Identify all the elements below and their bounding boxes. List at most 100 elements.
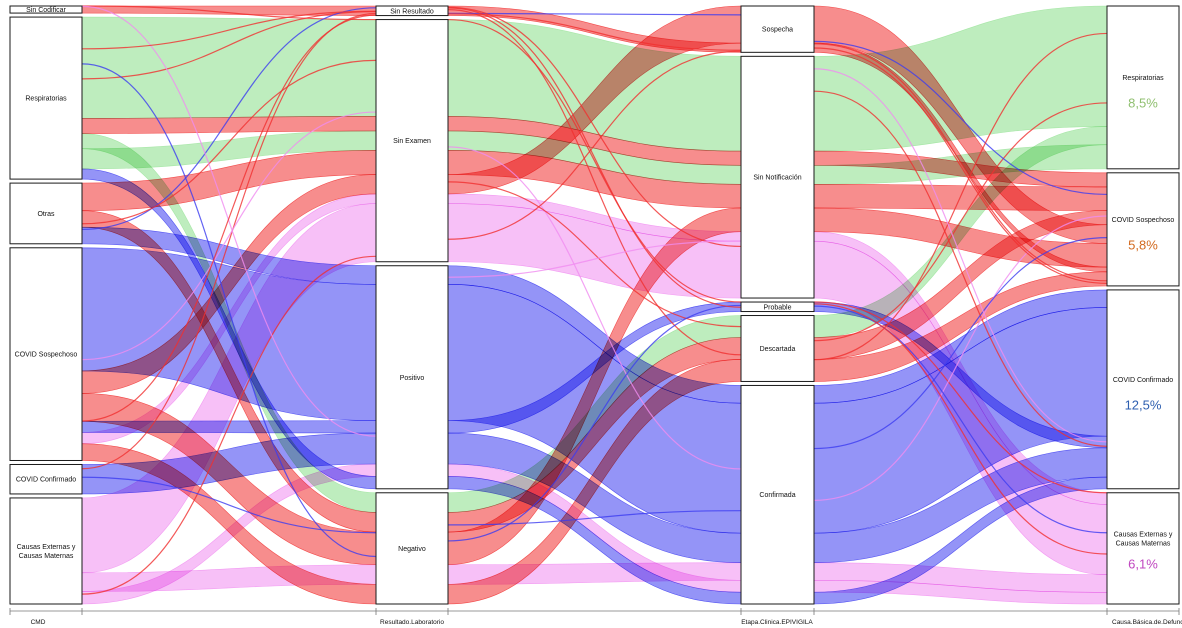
node-label: Respiratorias xyxy=(25,96,67,103)
flow-strand-4-1 xyxy=(447,146,742,470)
flow-strand-0-2 xyxy=(813,301,1108,494)
flow-strand-9-1 xyxy=(447,304,742,542)
flow-strand-11-2 xyxy=(813,303,1108,555)
flow-strand-9-0 xyxy=(81,476,377,534)
flow-bands xyxy=(81,5,1108,605)
flow-strand-9-2 xyxy=(813,305,1108,534)
node-cmd-1: Respiratorias xyxy=(9,16,83,180)
node-box xyxy=(740,55,815,299)
flow-strand-3-0 xyxy=(81,12,377,470)
axis-label-3: Causa.Básica.de.Defunción xyxy=(1112,619,1182,626)
flow-band-0-0 xyxy=(81,16,377,119)
node-label: Sin Codificar xyxy=(26,7,66,14)
flow-strand-1-0 xyxy=(81,11,377,80)
flow-strand-6-2 xyxy=(813,237,1108,450)
node-lab-3: Negativo xyxy=(375,492,449,605)
flow-strand-5-1 xyxy=(447,50,742,240)
node-causa-1: COVID Sospechoso 5,8% xyxy=(1106,172,1180,287)
node-box xyxy=(375,5,449,17)
node-label: Otras xyxy=(37,211,55,218)
node-box xyxy=(9,463,83,495)
flow-strand-1-1 xyxy=(447,9,742,356)
node-box xyxy=(740,384,815,605)
node-cmd-0: Sin Codificar xyxy=(9,5,83,14)
flow-strand-7-0 xyxy=(81,59,377,225)
node-box xyxy=(1106,492,1180,605)
node-box xyxy=(740,315,815,382)
node-box xyxy=(375,265,449,490)
node-etapa-2: Probable xyxy=(740,301,815,313)
node-box xyxy=(1106,5,1180,170)
node-label: Causas Externas y xyxy=(17,544,76,551)
flow-strand-8-0 xyxy=(81,5,377,437)
node-box xyxy=(9,247,83,461)
node-box xyxy=(375,19,449,263)
axis-labels: CMD Resultado.Laboratorio Etapa.Clinica.EP… xyxy=(31,619,1182,626)
node-causa-2: COVID Confirmado 12,5% xyxy=(1106,289,1180,490)
flow-strand-5-0 xyxy=(81,255,377,595)
flow-strand-6-1 xyxy=(447,510,742,526)
node-label: Confirmada xyxy=(759,492,795,499)
flow-strand-1-2 xyxy=(813,102,1108,342)
flow-strand-10-0 xyxy=(81,14,377,422)
node-label: Descartada xyxy=(760,346,796,353)
flow-strand-11-0 xyxy=(81,10,377,50)
flow-strand-3-1 xyxy=(447,6,742,248)
flow-strand-3-2 xyxy=(813,90,1108,447)
node-etapa-0: Sospecha xyxy=(740,5,815,53)
node-cmd-4: COVID Confirmado xyxy=(9,463,83,495)
node-box xyxy=(1106,172,1180,287)
node-lab-1: Sin Examen xyxy=(375,19,449,263)
node-box xyxy=(9,5,83,14)
node-boxes: Sin Codificar Respiratorias Otras COVID Sos… xyxy=(9,5,1180,605)
node-label: Causas Maternas xyxy=(1116,540,1171,547)
flow-strand-2-1 xyxy=(447,12,742,16)
flow-strand-6-0 xyxy=(81,63,377,558)
flow-strand-0-0 xyxy=(81,5,377,21)
flow-strand-2-2 xyxy=(813,40,1108,196)
node-label: Causas Externas y xyxy=(1114,531,1173,538)
node-label: Sin Examen xyxy=(393,138,431,145)
node-box xyxy=(9,16,83,180)
node-label: COVID Confirmado xyxy=(16,477,76,484)
node-label: COVID Sospechoso xyxy=(15,352,78,359)
node-label: COVID Sospechoso xyxy=(1112,217,1175,224)
node-label: Causas Maternas xyxy=(19,553,74,560)
node-cmd-2: Otras xyxy=(9,182,83,245)
node-label: COVID Confirmado xyxy=(1113,377,1173,384)
node-cmd-3: COVID Sospechoso xyxy=(9,247,83,461)
axis-label-2: Etapa.Clinica.EPIVIGILA xyxy=(741,619,813,626)
node-box xyxy=(740,5,815,53)
node-label: Respiratorias xyxy=(1122,75,1164,82)
node-lab-0: Sin Resultado xyxy=(375,5,449,17)
flow-strand-10-1 xyxy=(447,13,742,51)
flow-strand-0-1 xyxy=(447,18,742,303)
node-label: Sin Resultado xyxy=(390,8,434,15)
flow-strand-4-2 xyxy=(813,215,1108,501)
flow-strand-7-1 xyxy=(447,181,742,328)
node-box xyxy=(9,182,83,245)
node-causa-3: Causas Externas y Causas Maternas 6,1% xyxy=(1106,492,1180,605)
node-box xyxy=(740,301,815,313)
node-cmd-5: Causas Externas y Causas Maternas xyxy=(9,497,83,605)
node-lab-2: Positivo xyxy=(375,265,449,490)
flow-strand-5-2 xyxy=(813,47,1108,284)
flow-strand-2-0 xyxy=(81,7,377,230)
node-label: Negativo xyxy=(398,546,426,553)
flow-strand-4-0 xyxy=(81,111,377,361)
node-label: Probable xyxy=(763,304,791,311)
flow-strand-10-2 xyxy=(813,43,1108,282)
node-box xyxy=(9,497,83,605)
node-box xyxy=(1106,289,1180,490)
flow-strand-11-1 xyxy=(447,7,742,308)
axis-label-0: CMD xyxy=(31,619,46,626)
node-etapa-1: Sin Notificación xyxy=(740,55,815,299)
axis-baseline xyxy=(9,608,1180,615)
node-etapa-4: Confirmada xyxy=(740,384,815,605)
flow-strand-8-2 xyxy=(813,68,1108,443)
node-label: Sospecha xyxy=(762,27,793,34)
percentage-label: 12,5% xyxy=(1125,397,1162,412)
percentage-label: 5,8% xyxy=(1128,237,1158,252)
node-box xyxy=(375,492,449,605)
